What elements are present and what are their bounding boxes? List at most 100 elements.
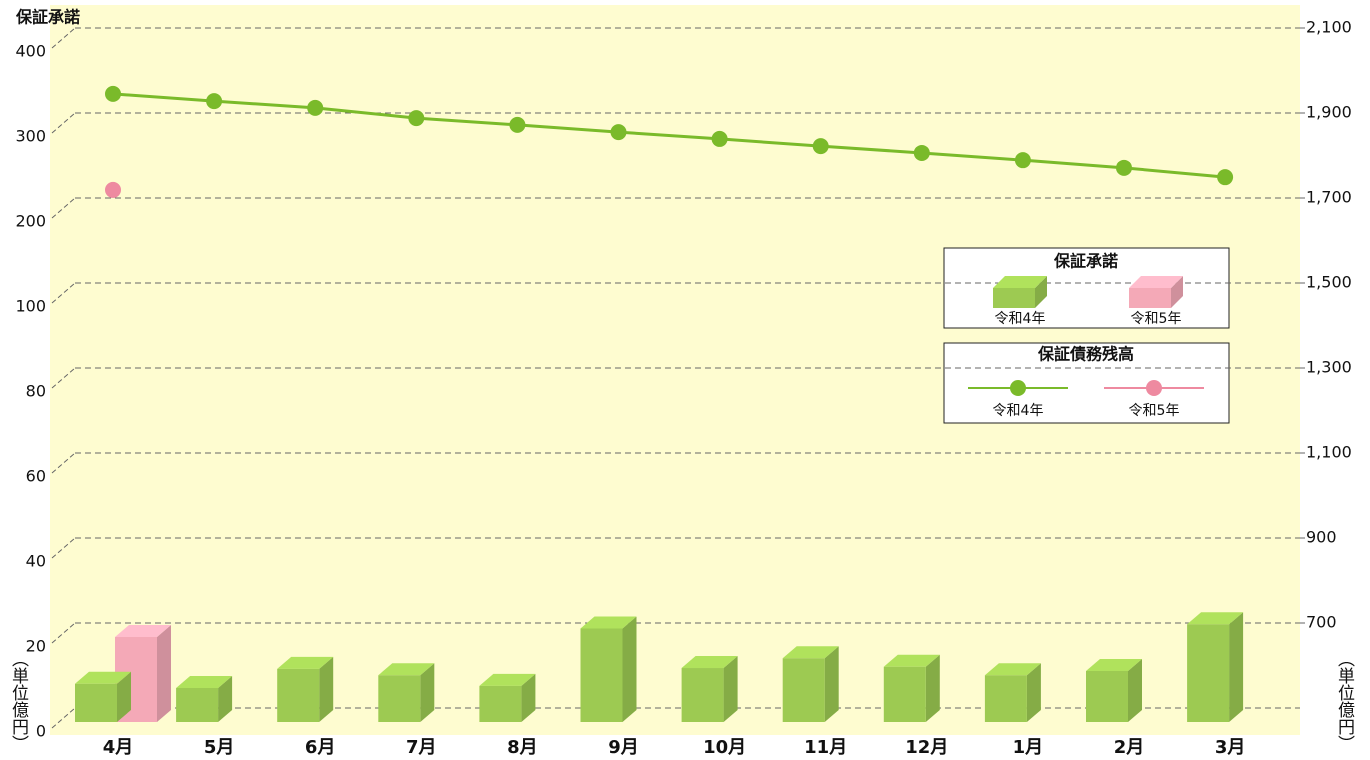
bar-side (723, 656, 738, 722)
bar-side (157, 625, 171, 722)
legend-swatch (1146, 380, 1162, 396)
legend-swatch (1129, 276, 1183, 288)
chart-title: 保証承諾 (15, 8, 80, 27)
x-tick-label: 7月 (406, 737, 437, 758)
bar-side (1026, 663, 1041, 722)
bar-top (176, 676, 233, 688)
legend-label: 令和4年 (993, 403, 1044, 419)
bar (782, 658, 825, 722)
line-point (509, 116, 526, 133)
bar-top (115, 625, 171, 637)
x-tick-label: 1月 (1013, 737, 1044, 758)
bar-top (1086, 659, 1142, 671)
legend-label: 令和5年 (1129, 403, 1180, 419)
y2-tick-label: 900 (1306, 528, 1337, 547)
y2-tick-label: 1,500 (1306, 273, 1352, 292)
y-axis-label: （単位億円） (8, 650, 29, 752)
bar-top (378, 663, 435, 676)
bar (1086, 671, 1128, 722)
y2-tick-label: 1,700 (1306, 188, 1352, 207)
bar-side (1229, 612, 1244, 722)
y-tick-label: 400 (15, 42, 46, 61)
x-tick-label: 11月 (804, 737, 847, 758)
x-tick-label: 5月 (204, 737, 235, 758)
bar (277, 668, 320, 722)
y-tick (51, 452, 76, 474)
y-tick-label: 40 (26, 552, 46, 571)
y2-tick-label: 700 (1306, 613, 1337, 632)
line-point (206, 93, 223, 110)
bar-side (622, 616, 637, 722)
bar-top (984, 663, 1041, 676)
legend-label: 令和5年 (1131, 311, 1182, 327)
bar-side (319, 656, 334, 722)
legend-swatch (1010, 380, 1026, 396)
line-point (812, 138, 829, 155)
legend-label: 令和4年 (995, 311, 1046, 327)
y-tick (51, 537, 76, 559)
bar-top (277, 656, 334, 669)
line-point (711, 130, 728, 147)
legend-swatch (1035, 276, 1047, 308)
bar-side (420, 663, 435, 722)
bar-top (681, 656, 738, 669)
line-point (105, 85, 121, 102)
y-tick (51, 367, 76, 389)
y-tick-label: 0 (36, 722, 46, 741)
x-tick-label: 4月 (103, 737, 134, 758)
bar-top (479, 673, 536, 686)
x-tick-label: 6月 (305, 737, 336, 758)
y-tick-label: 100 (15, 297, 46, 316)
bar-top (580, 616, 637, 629)
y-tick-label: 60 (26, 467, 46, 486)
bar-top (782, 646, 839, 659)
bar (984, 675, 1027, 722)
legend-title: 保証承諾 (1053, 252, 1118, 271)
line-point (610, 124, 627, 141)
bar-side (1128, 659, 1142, 722)
y-tick-label: 20 (26, 637, 46, 656)
legend-box (943, 342, 1230, 424)
line-point (307, 99, 324, 116)
y-tick-label: 80 (26, 382, 46, 401)
x-tick-label: 12月 (905, 737, 948, 758)
bar-side (117, 671, 131, 722)
y2-tick-label: 2,100 (1306, 18, 1352, 37)
line-point (1217, 169, 1234, 186)
y2-tick-label: 1,900 (1306, 103, 1352, 122)
bar-side (925, 654, 940, 722)
bar (479, 685, 522, 722)
y-tick (51, 707, 76, 729)
x-tick-label: 8月 (507, 737, 538, 758)
bar-side (824, 646, 839, 722)
line-point (105, 181, 121, 198)
y2-tick-label: 1,100 (1306, 443, 1352, 462)
bar (378, 675, 421, 722)
x-tick-label: 10月 (703, 737, 746, 758)
y2-tick-label: 1,300 (1306, 358, 1352, 377)
x-tick-label: 9月 (608, 737, 639, 758)
line-point (1116, 159, 1132, 176)
y-tick (51, 197, 76, 219)
bar (883, 666, 926, 722)
bar-side (218, 676, 233, 722)
x-tick-label: 3月 (1215, 737, 1246, 758)
y-tick (51, 622, 76, 644)
bar-top (75, 671, 131, 684)
bar-side (521, 673, 536, 722)
bar (75, 683, 117, 722)
legend-swatch (1171, 276, 1183, 308)
x-tick-label: 2月 (1114, 737, 1145, 758)
bar (580, 628, 623, 722)
legend-swatch (1129, 288, 1171, 308)
bar (176, 688, 219, 722)
line-point (1014, 152, 1031, 169)
bar (681, 668, 724, 722)
y-tick (51, 112, 76, 134)
y-tick-label: 300 (15, 127, 46, 146)
line-point (408, 110, 425, 127)
legend-title: 保証債務残高 (1037, 345, 1134, 364)
y-tick (51, 282, 76, 304)
bar-top (1187, 612, 1244, 625)
